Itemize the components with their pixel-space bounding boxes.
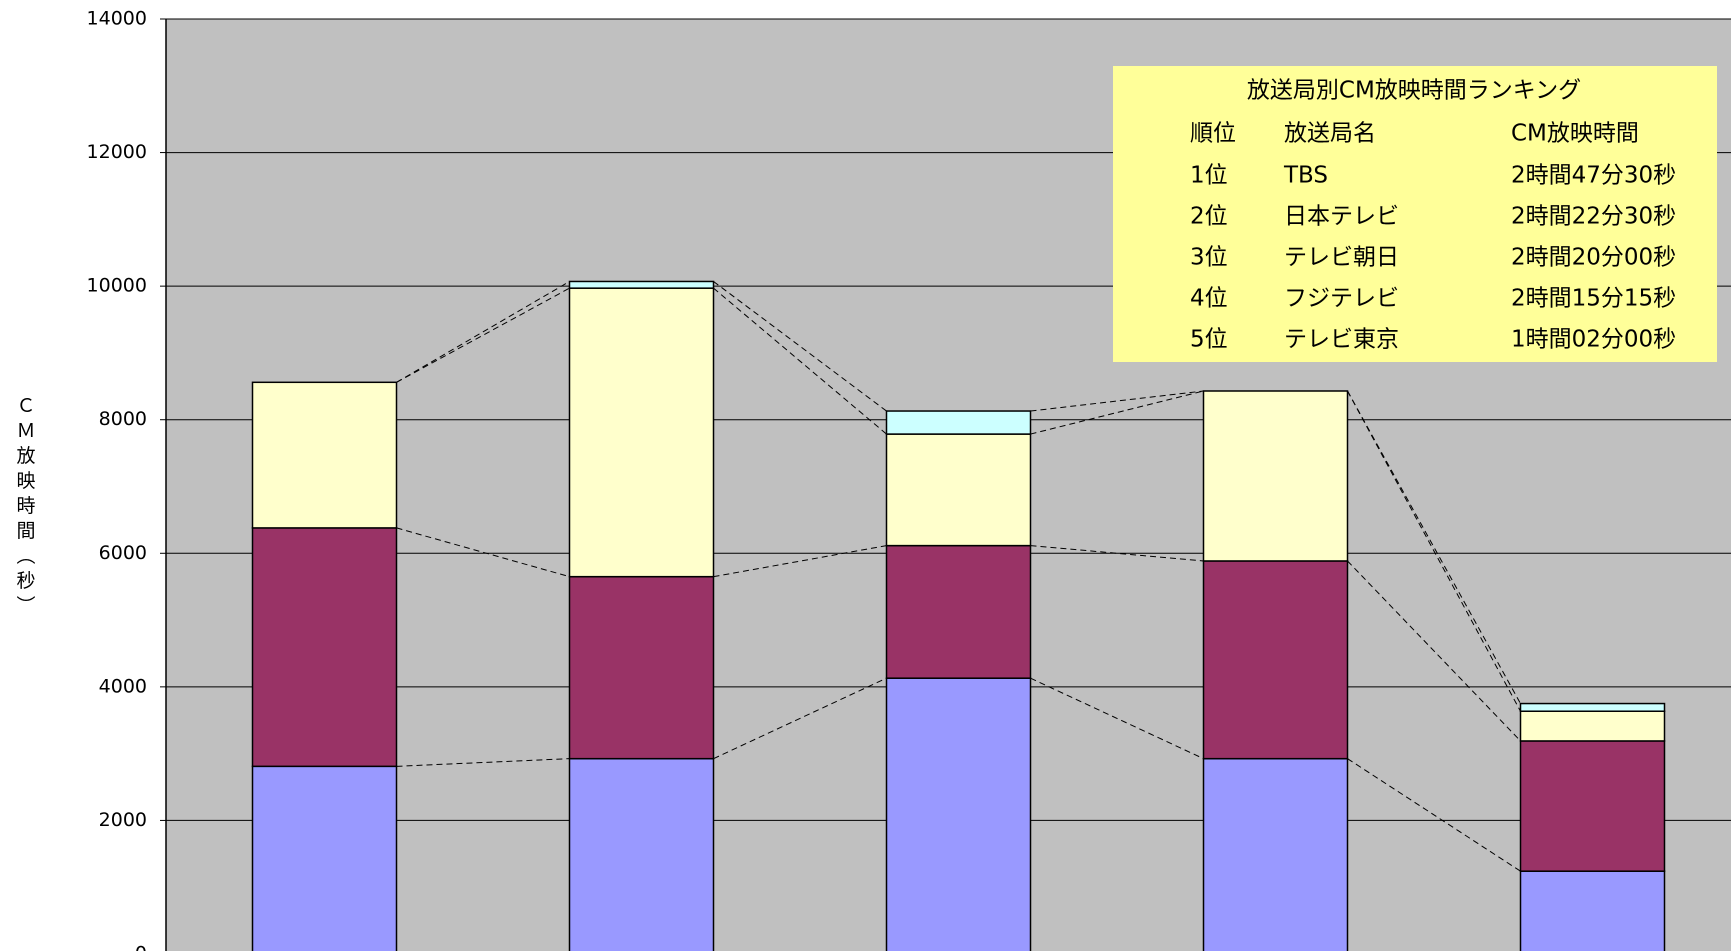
ranking-cell: 3位 <box>1190 245 1228 271</box>
series-connector <box>1347 560 1521 742</box>
bar-segment <box>885 677 1032 951</box>
series-connector <box>713 677 887 760</box>
bar-segment <box>568 287 715 578</box>
bar-segment <box>568 280 715 289</box>
ranking-cell: 1位 <box>1190 163 1228 189</box>
bar-segment <box>1519 740 1666 872</box>
ranking-header: CM放映時間 <box>1511 121 1639 147</box>
series-connector <box>713 287 887 435</box>
y-tick-label: 8000 <box>99 408 147 430</box>
bar-segment <box>568 757 715 951</box>
bar-segment <box>568 575 715 760</box>
bar-segment <box>885 410 1032 435</box>
bar-segment <box>1202 390 1349 562</box>
y-tick-label: 10000 <box>87 275 147 297</box>
series-connector <box>1347 390 1521 712</box>
bar-segment <box>885 544 1032 679</box>
bar-segment <box>251 381 398 529</box>
series-connector <box>1030 390 1204 412</box>
y-tick-label: 14000 <box>87 8 147 30</box>
ranking-cell: 5位 <box>1190 327 1228 353</box>
ranking-header: 順位 <box>1190 121 1236 147</box>
series-connector <box>713 281 887 412</box>
ranking-cell: 2時間22分30秒 <box>1511 204 1676 230</box>
ranking-cell: 2時間20分00秒 <box>1511 245 1676 271</box>
series-connector <box>1030 677 1204 760</box>
ranking-cell: テレビ東京 <box>1284 327 1399 353</box>
series-connector <box>396 758 570 767</box>
ranking-cell: 2時間15分15秒 <box>1511 286 1676 312</box>
y-tick-label: 2000 <box>99 809 147 831</box>
ranking-cell: 1時間02分00秒 <box>1511 327 1676 353</box>
bar-segment <box>1519 702 1666 712</box>
bar-segment <box>1202 757 1349 951</box>
series-connector <box>1030 545 1204 562</box>
ranking-cell: 2位 <box>1190 204 1228 230</box>
ranking-cell: テレビ朝日 <box>1284 245 1399 271</box>
series-connector <box>396 281 570 383</box>
bar-segment <box>251 527 398 768</box>
ranking-cell: 4位 <box>1190 286 1228 312</box>
y-tick-label: 6000 <box>99 542 147 564</box>
series-connector <box>396 287 570 383</box>
ranking-cell: 2時間47分30秒 <box>1511 163 1676 189</box>
series-connector <box>1347 758 1521 872</box>
ranking-box <box>1113 66 1717 362</box>
y-tick-label: 12000 <box>87 141 147 163</box>
bar-segment <box>1202 560 1349 760</box>
y-axis-label: ＣＭ放映時間（秒） <box>14 396 36 621</box>
bar-segment <box>1519 870 1666 951</box>
bar-segment <box>885 433 1032 547</box>
ranking-title: 放送局別CM放映時間ランキング <box>1247 78 1581 104</box>
ranking-cell: フジテレビ <box>1284 286 1399 312</box>
ranking-cell: 日本テレビ <box>1284 204 1399 230</box>
bar-segment <box>251 765 398 951</box>
y-tick-label: 4000 <box>99 675 147 697</box>
ranking-header: 放送局名 <box>1284 121 1376 147</box>
y-tick-label: 0 <box>135 943 147 951</box>
ranking-cell: TBS <box>1283 163 1328 189</box>
bar-segment <box>1519 710 1666 742</box>
